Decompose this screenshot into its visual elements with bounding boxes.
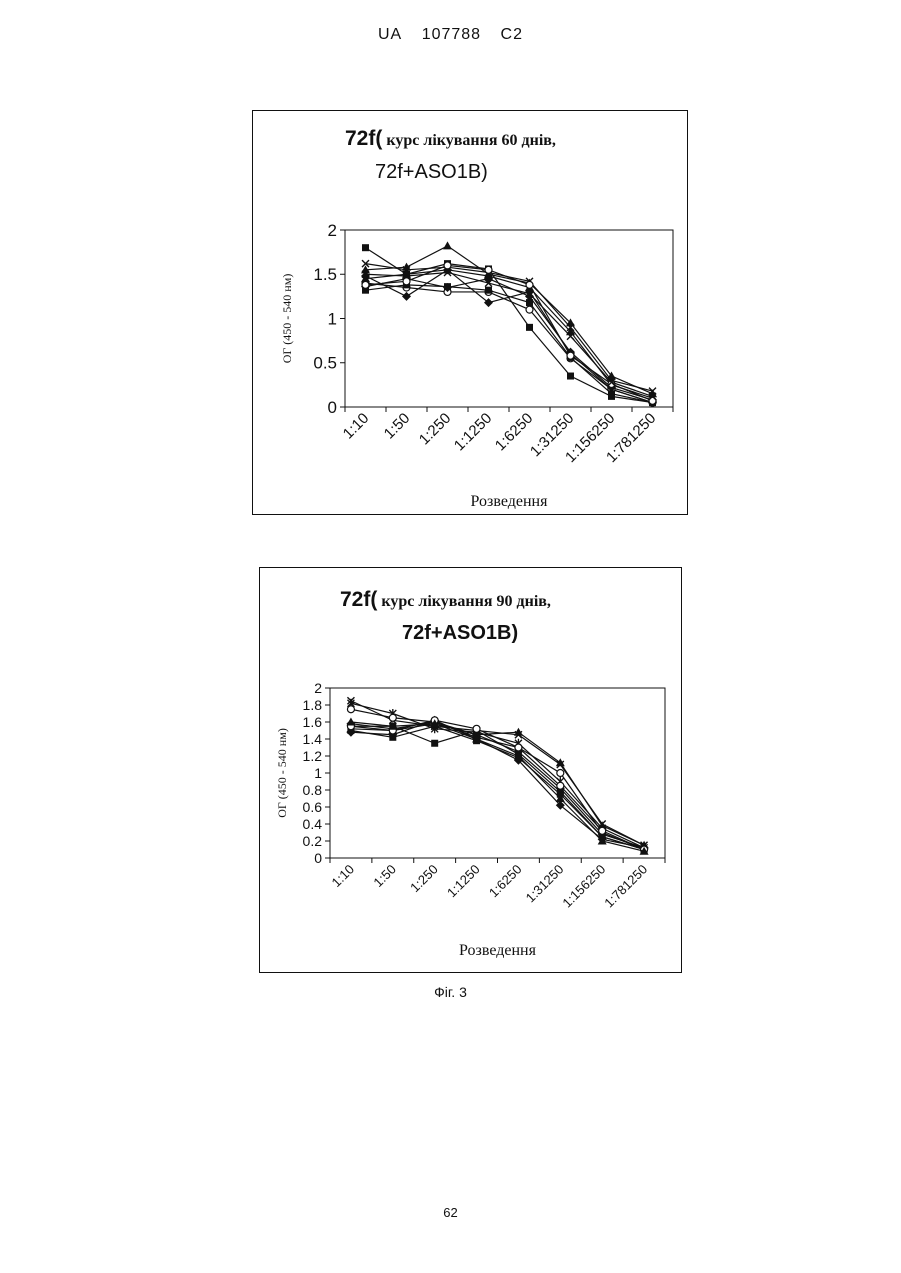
x-tick-label: 1:50: [370, 862, 399, 891]
y-tick-label: 1: [314, 765, 322, 781]
chart-panel-90-days: 72f( курс лікування 90 днів, 72f+ASO1B) …: [259, 567, 682, 973]
y-tick-label: 1.4: [303, 731, 323, 747]
x-tick-label: 1:10: [340, 410, 373, 443]
data-point: [526, 306, 533, 313]
figure-caption: Фіг. 3: [0, 984, 901, 1000]
data-point: [485, 287, 492, 294]
data-point: [389, 714, 396, 721]
y-tick-label: 2: [314, 680, 322, 696]
x-tick-label: 1:10: [329, 862, 358, 891]
y-tick-label: 1.2: [303, 748, 323, 764]
x-tick-label: 1:50: [381, 410, 414, 443]
y-tick-label: 0.2: [303, 833, 323, 849]
data-point: [362, 244, 369, 251]
data-point: [567, 352, 574, 359]
x-tick-label: 1:781250: [601, 862, 650, 911]
x-tick-label: 1:1250: [444, 862, 483, 901]
data-point: [402, 292, 411, 301]
y-tick-label: 0.6: [303, 799, 323, 815]
patent-header: UA 107788 C2: [0, 26, 901, 44]
data-point: [567, 373, 574, 380]
data-point: [557, 782, 564, 789]
y-axis-label: ОГ (450 - 540 нм): [275, 728, 289, 818]
data-point: [526, 324, 533, 331]
y-tick-label: 1: [328, 309, 337, 328]
data-point: [515, 744, 522, 751]
patent-country: UA: [378, 26, 402, 43]
data-point: [346, 718, 355, 726]
x-tick-label: 1:250: [416, 410, 455, 449]
y-tick-label: 0.4: [303, 816, 323, 832]
data-point: [599, 827, 606, 834]
data-point: [362, 281, 369, 288]
y-tick-label: 0.8: [303, 782, 323, 798]
y-tick-label: 0: [328, 398, 337, 417]
x-tick-label: 1:1250: [451, 410, 495, 454]
y-axis-label: ОГ (450 - 540 нм): [280, 274, 294, 364]
y-tick-label: 0.5: [313, 354, 337, 373]
x-axis-label: Розведення: [459, 942, 537, 959]
x-axis-label: Розведення: [471, 493, 549, 510]
y-tick-label: 0: [314, 850, 322, 866]
y-tick-label: 2: [328, 221, 337, 240]
y-tick-label: 1.8: [303, 697, 323, 713]
x-tick-label: 1:156250: [559, 862, 608, 911]
data-point: [431, 740, 438, 747]
chart-panel-60-days: 72f( курс лікування 60 днів, 72f+ASO1B) …: [252, 110, 688, 515]
x-tick-label: 1:6250: [486, 862, 525, 901]
line-chart-90-days: 00.20.40.60.811.21.41.61.82 1:10 1:50 1:250…: [260, 568, 681, 972]
y-tick-label: 1.6: [303, 714, 323, 730]
data-point: [443, 241, 452, 249]
page-number: 62: [0, 1205, 901, 1220]
y-tick-label: 1.5: [313, 265, 337, 284]
data-point: [485, 266, 492, 273]
patent-number: 107788: [422, 26, 481, 43]
line-chart-60-days: 00.511.521:101:501:2501:12501:62501:3125…: [253, 111, 687, 514]
data-point: [557, 770, 564, 777]
x-tick-label: 1:250: [407, 862, 441, 896]
data-point: [347, 706, 354, 713]
data-point: [526, 281, 533, 288]
patent-kind: C2: [501, 26, 523, 43]
plot-area: [330, 688, 665, 858]
data-point: [389, 734, 396, 741]
data-point: [473, 725, 480, 732]
plot-area: [345, 230, 673, 407]
series-2: [361, 241, 657, 397]
data-point: [444, 262, 451, 269]
